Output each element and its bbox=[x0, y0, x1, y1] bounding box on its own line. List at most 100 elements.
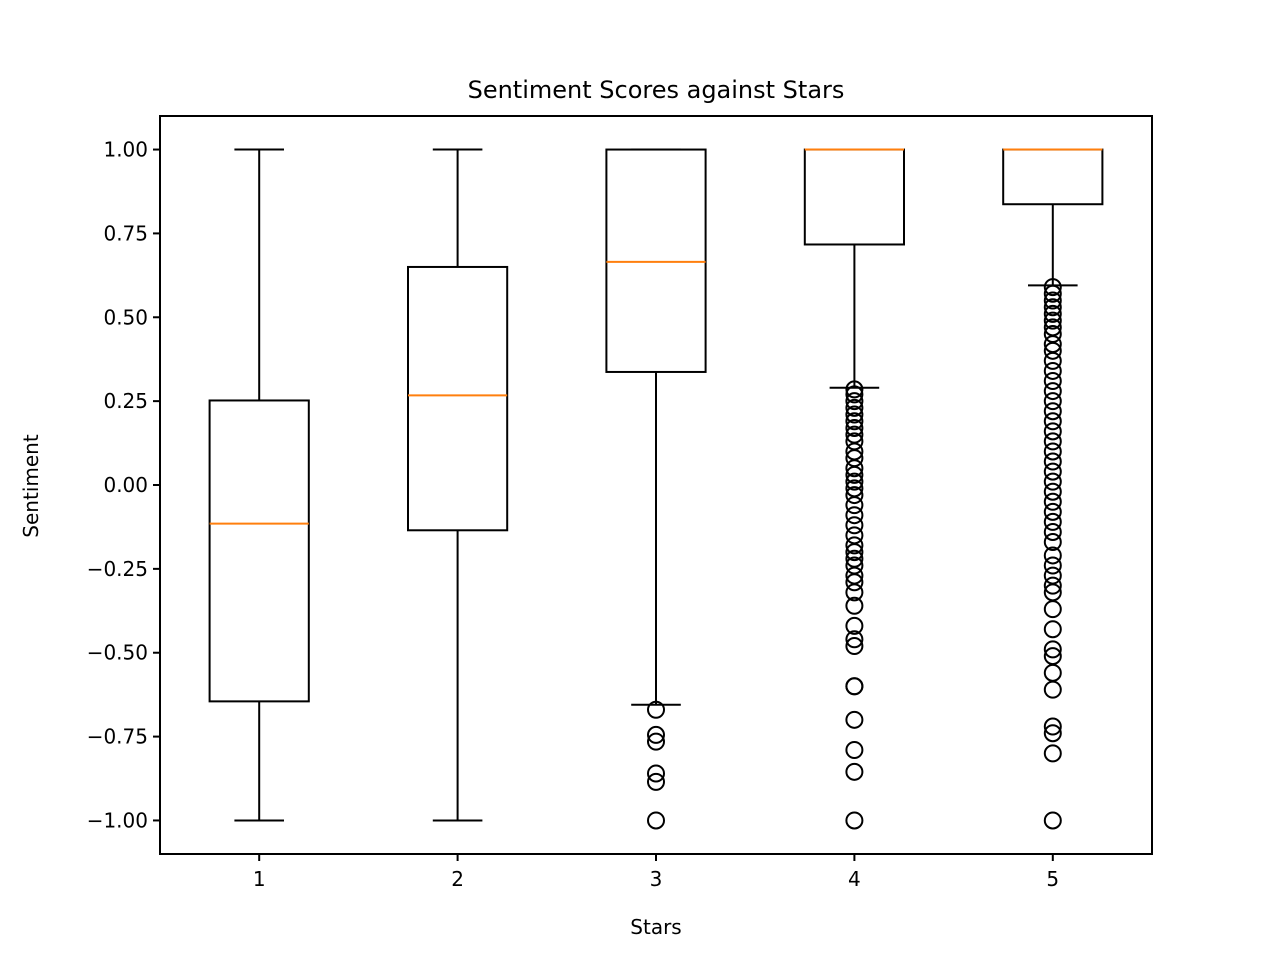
outlier-point bbox=[1043, 452, 1062, 471]
outlier-point bbox=[845, 741, 864, 760]
outlier-point bbox=[1043, 304, 1062, 323]
outlier-point bbox=[1043, 432, 1062, 451]
x-tick-label: 1 bbox=[253, 867, 266, 891]
y-tick-label: −1.00 bbox=[87, 808, 148, 832]
outlier-point bbox=[845, 811, 864, 830]
y-tick-label: 1.00 bbox=[103, 138, 148, 162]
outlier-point bbox=[1043, 724, 1062, 743]
y-tick-label: 0.75 bbox=[103, 221, 148, 245]
outlier-point bbox=[845, 637, 864, 656]
y-tick-label: −0.25 bbox=[87, 557, 148, 581]
plot-area bbox=[208, 148, 1104, 830]
outlier-point bbox=[845, 412, 864, 431]
iqr-box bbox=[208, 399, 310, 703]
outlier-point bbox=[1043, 482, 1062, 501]
x-tick-label: 3 bbox=[650, 867, 663, 891]
outlier-point bbox=[1043, 492, 1062, 511]
iqr-box bbox=[1002, 148, 1104, 206]
outlier-point bbox=[1043, 278, 1062, 297]
outlier-point bbox=[647, 772, 665, 791]
outlier-point bbox=[845, 465, 864, 484]
outlier-point bbox=[845, 616, 864, 635]
outlier-point bbox=[845, 677, 864, 696]
axes: 1.00 0.75 0.50 0.25 0.00 −0.25 −0.50 −0.75 −1.00… bbox=[87, 115, 1153, 891]
outlier-point bbox=[845, 472, 864, 491]
outlier-point bbox=[845, 459, 864, 478]
outlier-point bbox=[1043, 341, 1062, 360]
outlier-point bbox=[647, 764, 665, 783]
outlier-point bbox=[1043, 620, 1062, 639]
x-tick-label: 2 bbox=[451, 867, 464, 891]
outlier-point bbox=[1043, 284, 1062, 303]
outlier-point bbox=[845, 380, 864, 399]
outlier-point bbox=[1043, 462, 1062, 481]
box-group-5 bbox=[1002, 148, 1104, 830]
box-group-3 bbox=[605, 148, 707, 830]
iqr-box bbox=[407, 265, 509, 532]
outlier-point bbox=[647, 725, 665, 744]
outlier-point bbox=[845, 392, 864, 411]
y-tick-label: −0.75 bbox=[87, 725, 148, 749]
iqr-box bbox=[605, 148, 707, 373]
outlier-point bbox=[1043, 663, 1062, 682]
outlier-point bbox=[845, 405, 864, 424]
outlier-point bbox=[1043, 412, 1062, 431]
outlier-point bbox=[845, 496, 864, 515]
outlier-point bbox=[1043, 717, 1062, 736]
outlier-point bbox=[1043, 533, 1062, 552]
outlier-point bbox=[845, 516, 864, 535]
outlier-point bbox=[1043, 392, 1062, 411]
outlier-point bbox=[1043, 556, 1062, 575]
outlier-point bbox=[1043, 361, 1062, 380]
outlier-point bbox=[1043, 546, 1062, 565]
outlier-point bbox=[1043, 422, 1062, 441]
box-group-1 bbox=[208, 148, 310, 822]
box-group-2 bbox=[407, 148, 509, 822]
iqr-box bbox=[803, 148, 905, 246]
outlier-point bbox=[845, 486, 864, 505]
outlier-point bbox=[1043, 372, 1062, 391]
outlier-point bbox=[1043, 351, 1062, 370]
outlier-point bbox=[845, 596, 864, 615]
outlier-point bbox=[1043, 472, 1062, 491]
x-axis-label: Stars bbox=[630, 915, 681, 939]
y-tick-label: 0.00 bbox=[103, 473, 148, 497]
box-group-4 bbox=[803, 148, 905, 830]
outlier-point bbox=[647, 732, 665, 751]
outlier-point bbox=[1043, 522, 1062, 541]
outlier-point bbox=[845, 573, 864, 592]
outlier-point bbox=[845, 710, 864, 729]
outlier-point bbox=[1043, 576, 1062, 595]
outlier-point bbox=[845, 630, 864, 649]
outlier-point bbox=[647, 700, 665, 719]
outlier-point bbox=[845, 418, 864, 437]
y-tick-label: 0.25 bbox=[103, 389, 148, 413]
outlier-point bbox=[1043, 402, 1062, 421]
outlier-point bbox=[1043, 291, 1062, 310]
outlier-point bbox=[1043, 640, 1062, 659]
outlier-point bbox=[845, 398, 864, 417]
outlier-point bbox=[1043, 298, 1062, 317]
y-tick-label: −0.50 bbox=[87, 641, 148, 665]
outlier-point bbox=[845, 762, 864, 781]
outlier-point bbox=[1043, 744, 1062, 763]
outlier-point bbox=[845, 506, 864, 525]
outlier-point bbox=[1043, 382, 1062, 401]
outlier-point bbox=[1043, 600, 1062, 619]
outlier-point bbox=[1043, 502, 1062, 521]
outlier-point bbox=[845, 543, 864, 562]
outlier-point bbox=[1043, 680, 1062, 699]
outlier-point bbox=[647, 811, 665, 830]
x-tick-label: 5 bbox=[1046, 867, 1059, 891]
outlier-point bbox=[845, 536, 864, 555]
y-axis-label: Sentiment bbox=[19, 434, 43, 538]
outlier-point bbox=[845, 385, 864, 404]
x-tick-label: 4 bbox=[848, 867, 861, 891]
outlier-point bbox=[1043, 442, 1062, 461]
outlier-point bbox=[1043, 811, 1062, 830]
y-tick-label: 0.50 bbox=[103, 305, 148, 329]
outlier-point bbox=[1043, 311, 1062, 330]
outlier-point bbox=[845, 583, 864, 602]
chart-title: Sentiment Scores against Stars bbox=[468, 76, 845, 104]
